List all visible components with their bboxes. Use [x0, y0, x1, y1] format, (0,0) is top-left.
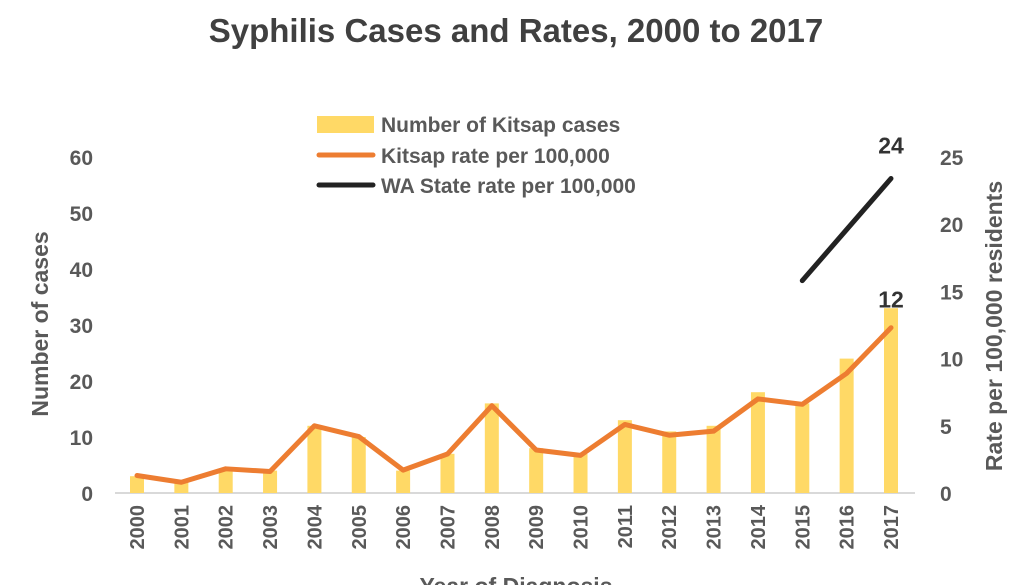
x-tick-label: 2011 — [615, 505, 637, 548]
bar — [351, 437, 366, 493]
x-axis-label: Year of Diagnosis — [419, 573, 612, 585]
x-tick-label: 2017 — [881, 505, 903, 550]
y-right-tick-label: 10 — [940, 349, 963, 372]
bar — [795, 403, 810, 493]
legend: Number of Kitsap cases Kitsap rate per 10… — [316, 114, 636, 198]
bar — [130, 476, 144, 493]
bar — [706, 425, 721, 493]
y-right-tick-label: 15 — [940, 281, 964, 304]
bar — [529, 448, 544, 493]
y-axis-right-label: Rate per 100,000 residents — [981, 181, 1007, 471]
y-left-tick-label: 40 — [70, 259, 93, 282]
y-left-tick-label: 30 — [70, 315, 93, 338]
x-tick-label: 2007 — [437, 505, 459, 550]
legend-label: Number of Kitsap cases — [381, 114, 620, 137]
bar — [218, 470, 233, 493]
lines: 24 12 — [134, 133, 904, 485]
bar — [307, 425, 322, 493]
bar — [484, 403, 499, 493]
x-tick-label: 2008 — [482, 505, 504, 550]
x-tick-label: 2016 — [837, 505, 859, 550]
y-left-tick-label: 60 — [70, 147, 93, 170]
x-tick-label: 2005 — [349, 505, 371, 550]
bar — [573, 453, 588, 493]
y-left-tick-label: 0 — [81, 483, 93, 506]
x-tick-label: 2015 — [792, 505, 814, 550]
bar — [662, 431, 677, 493]
x-tick-label: 2004 — [304, 504, 326, 549]
series-line — [134, 325, 894, 485]
bar — [174, 481, 189, 493]
x-tick-label: 2012 — [659, 505, 681, 550]
bars — [130, 308, 898, 493]
y-right-tick-label: 0 — [940, 483, 952, 506]
y-right-tick-label: 25 — [940, 147, 964, 170]
data-label: 24 — [878, 133, 904, 159]
x-tick-label: 2013 — [704, 505, 726, 550]
bar — [617, 420, 632, 493]
y-axis-left-label: Number of cases — [27, 231, 53, 416]
bar — [263, 470, 278, 493]
x-tick-label: 2000 — [127, 505, 149, 550]
y-left-tick-label: 20 — [70, 371, 93, 394]
y-right-tick-label: 20 — [940, 214, 963, 237]
bar — [750, 392, 765, 493]
x-tick-label: 2014 — [748, 504, 770, 549]
bar — [839, 358, 854, 493]
x-tick-label: 2006 — [393, 505, 415, 550]
y-right-tick-label: 5 — [940, 416, 952, 439]
legend-label: WA State rate per 100,000 — [381, 175, 636, 198]
chart-title: Syphilis Cases and Rates, 2000 to 2017 — [209, 12, 823, 49]
bar — [884, 308, 898, 493]
x-tick-label: 2002 — [216, 505, 238, 550]
y-left-tick-label: 50 — [70, 203, 93, 226]
axes: 0 10 20 30 40 50 60 0 5 10 15 20 25 2000 2001 2002 2003 2… — [70, 147, 964, 550]
bar — [440, 453, 455, 493]
legend-label: Kitsap rate per 100,000 — [381, 145, 610, 168]
y-left-tick-label: 10 — [70, 427, 93, 450]
legend-swatch — [317, 116, 374, 133]
x-tick-label: 2009 — [526, 505, 548, 550]
x-tick-label: 2003 — [260, 505, 282, 550]
data-label: 12 — [878, 287, 904, 313]
x-tick-label: 2001 — [171, 505, 193, 550]
x-tick-label: 2010 — [571, 505, 593, 550]
bar — [396, 470, 411, 493]
